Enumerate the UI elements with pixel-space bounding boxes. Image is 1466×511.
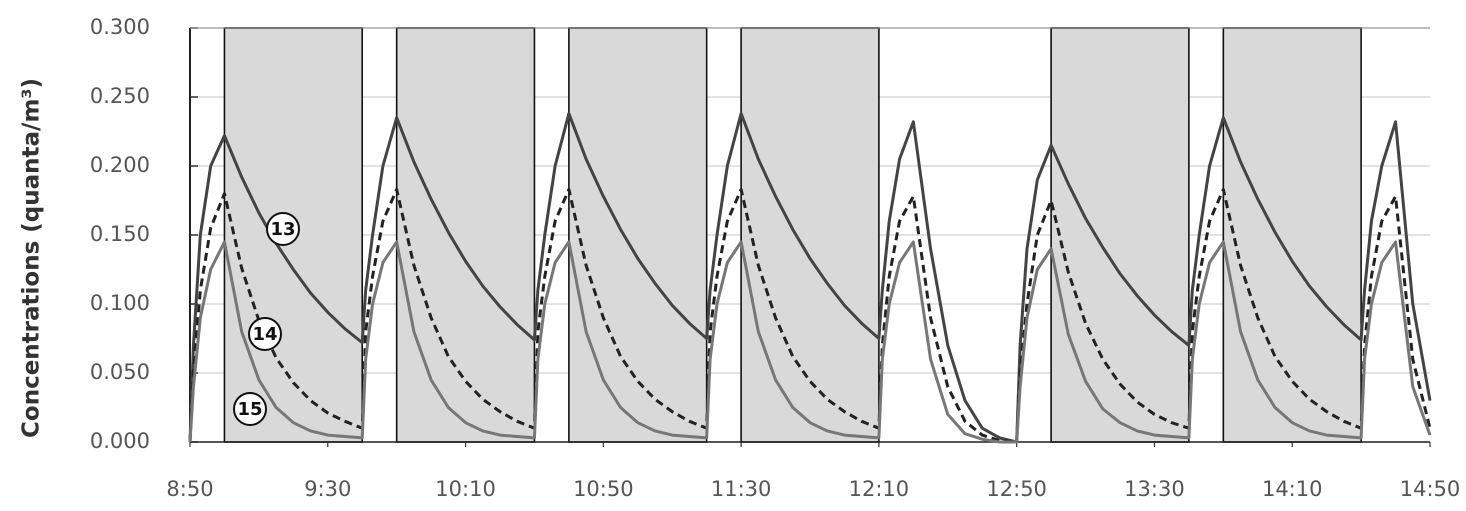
y-tick-label: 0.000	[90, 429, 150, 453]
x-tick-label: 10:10	[435, 477, 496, 501]
shaded-period	[740, 27, 880, 443]
y-axis-title: Concentrations (quanta/m³)	[19, 78, 45, 438]
series-label: 15	[237, 399, 262, 420]
x-tick-label: 11:30	[711, 477, 772, 501]
x-tick-label: 14:50	[1400, 477, 1461, 501]
shaded-period	[1050, 27, 1190, 443]
series-label: 13	[270, 219, 295, 240]
shaded-period	[568, 27, 708, 443]
shaded-period	[1222, 27, 1362, 443]
x-tick-label: 12:50	[986, 477, 1047, 501]
y-tick-label: 0.150	[90, 222, 150, 246]
series-label-circle	[233, 392, 267, 426]
y-tick-label: 0.100	[90, 291, 150, 315]
series-label-circle	[248, 317, 282, 351]
y-tick-label: 0.300	[90, 15, 150, 39]
y-tick-label: 0.050	[90, 360, 150, 384]
line-series	[188, 240, 1432, 444]
y-tick-label: 0.250	[90, 84, 150, 108]
line-series	[188, 112, 1432, 444]
series-label-circle	[266, 212, 300, 246]
x-tick-label: 8:50	[166, 477, 213, 501]
x-tick-label: 10:50	[573, 477, 634, 501]
x-tick-label: 9:30	[304, 477, 351, 501]
x-tick-label: 13:30	[1124, 477, 1185, 501]
y-tick-label: 0.200	[90, 153, 150, 177]
x-tick-label: 14:10	[1262, 477, 1323, 501]
series-label: 14	[252, 324, 277, 345]
shaded-period	[395, 27, 536, 443]
x-tick-label: 12:10	[849, 477, 910, 501]
line-series	[188, 187, 1432, 444]
